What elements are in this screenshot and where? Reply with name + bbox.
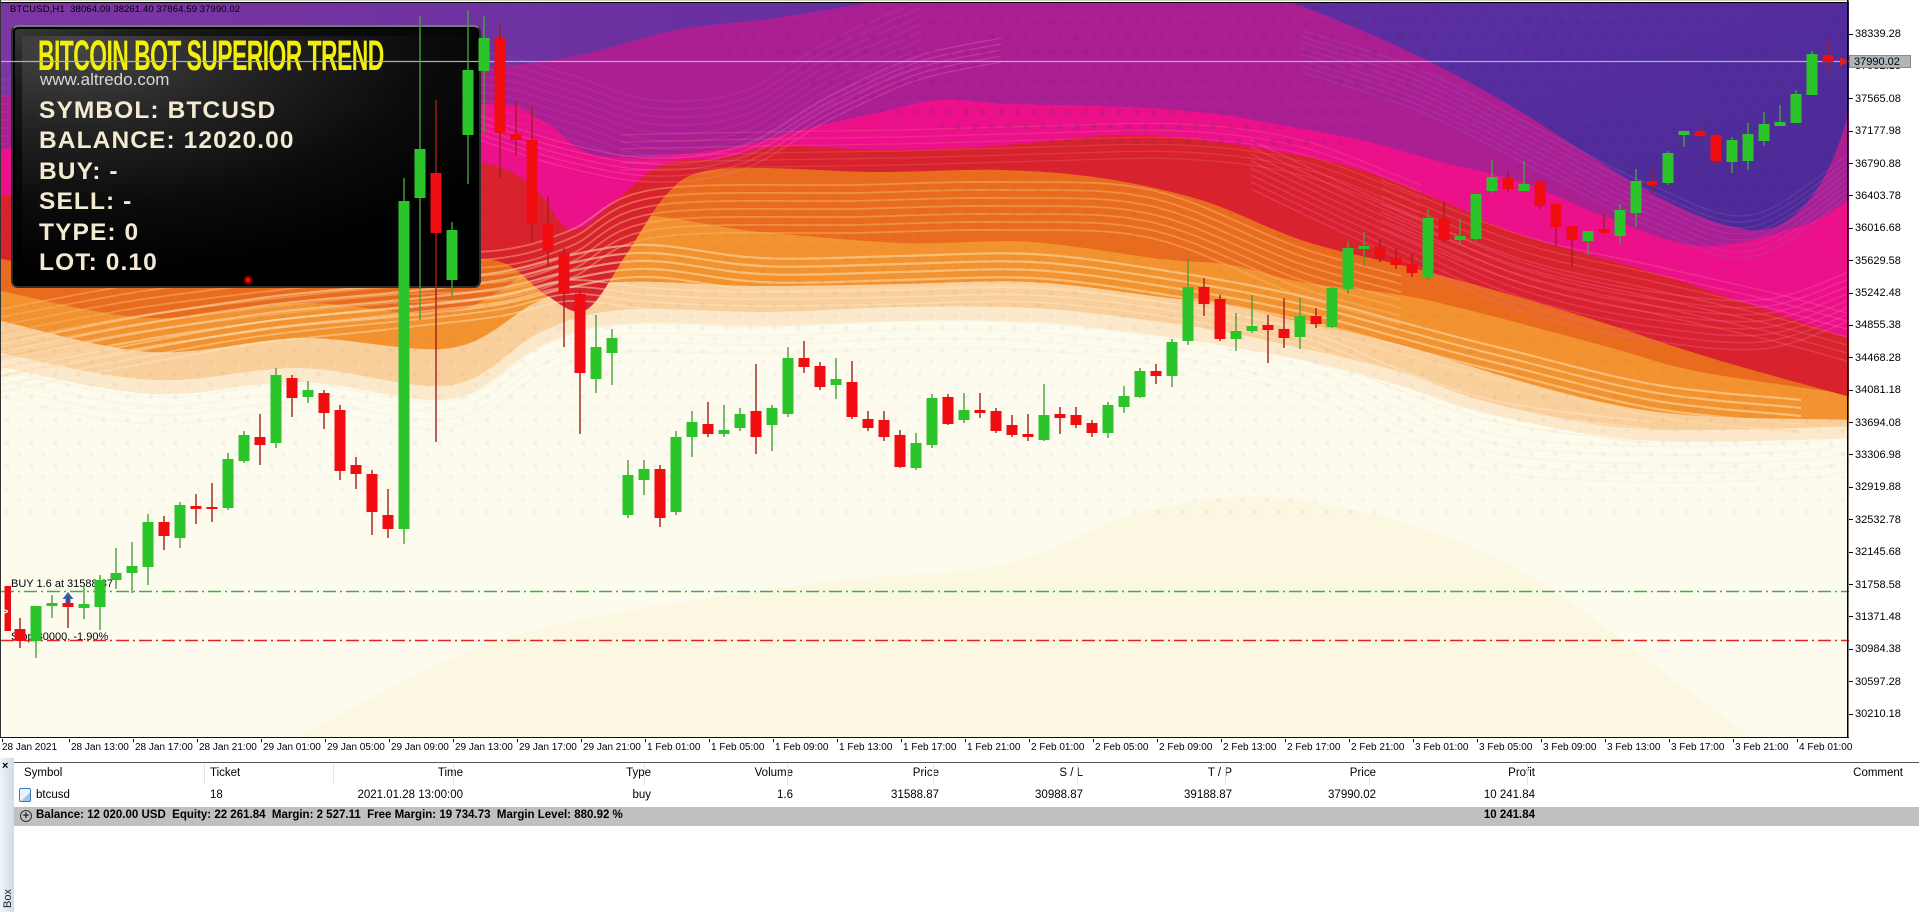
svg-text:BUY 1.6 at 31588.87: BUY 1.6 at 31588.87 xyxy=(11,578,113,590)
svg-text:>: > xyxy=(2,606,8,618)
